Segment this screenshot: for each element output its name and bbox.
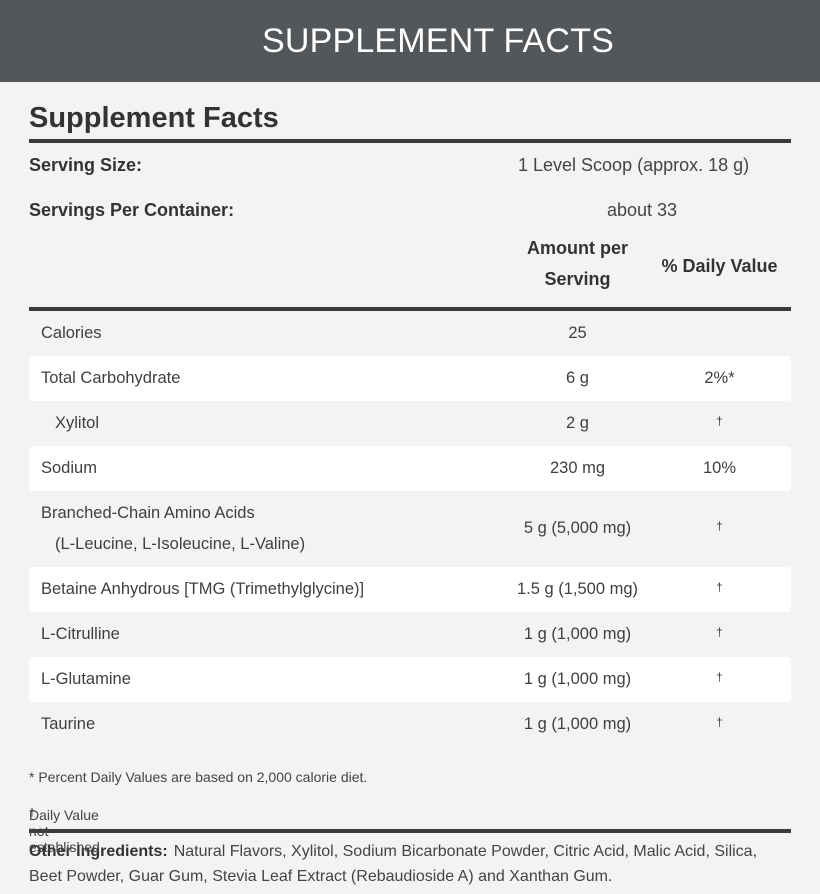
- nutrient-name: Xylitol: [55, 414, 100, 432]
- nutrient-name: Taurine: [41, 715, 96, 733]
- nutrient-dv: †: [716, 625, 723, 639]
- nutrient-name: Total Carbohydrate: [41, 369, 181, 387]
- nutrient-dv: †: [716, 670, 723, 684]
- panel-title: Supplement Facts: [29, 102, 279, 134]
- nutrient-amount: 25: [568, 324, 587, 342]
- table-row: Taurine 1 g (1,000 mg) †: [29, 702, 791, 747]
- nutrient-name: L-Glutamine: [41, 670, 131, 688]
- nutrient-name: Calories: [41, 324, 102, 342]
- nutrient-amount: 1 g (1,000 mg): [523, 625, 632, 643]
- nutrient-amount: 5 g (5,000 mg): [523, 519, 632, 537]
- banner-title: SUPPLEMENT FACTS: [261, 21, 615, 60]
- table-row: Xylitol 2 g †: [29, 401, 791, 446]
- header-banner: SUPPLEMENT FACTS: [0, 0, 820, 82]
- divider-top: [29, 139, 791, 143]
- other-ingredients-text: Natural Flavors, Xylitol, Sodium Bicarbo…: [29, 843, 758, 885]
- table-row: Total Carbohydrate 6 g 2%*: [29, 356, 791, 401]
- footnote-percent-dv: * Percent Daily Values are based on 2,00…: [29, 761, 791, 791]
- table-row: Sodium 230 mg 10%: [29, 446, 791, 491]
- nutrient-dv: †: [716, 519, 723, 533]
- table-row: L-Citrulline 1 g (1,000 mg) †: [29, 612, 791, 657]
- amount-header-line1: Amount per: [527, 238, 628, 258]
- servings-per-container-row: Servings Per Container: about 33: [29, 188, 791, 233]
- serving-size-value: 1 Level Scoop (approx. 18 g): [518, 155, 750, 175]
- nutrient-dv: †: [716, 715, 723, 729]
- nutrient-dv: †: [716, 414, 723, 428]
- divider-header: [29, 307, 791, 311]
- other-ingredients-label: Other Ingredients:: [29, 843, 168, 860]
- nutrient-name: Branched-Chain Amino Acids: [41, 504, 255, 522]
- amount-header-line2: Serving: [544, 269, 611, 289]
- nutrient-amount: 1 g (1,000 mg): [523, 715, 632, 733]
- nutrient-amount: 1.5 g (1,500 mg): [516, 580, 639, 598]
- other-ingredients: Other Ingredients: Natural Flavors, Xylit…: [29, 839, 791, 889]
- footnote-dagger: † Daily Value not established.: [29, 791, 791, 855]
- nutrient-amount: 6 g: [566, 369, 589, 387]
- table-row: Calories 25: [29, 311, 791, 356]
- nutrient-dv: 2%*: [704, 369, 735, 387]
- nutrient-name: L-Citrulline: [41, 625, 120, 643]
- amount-per-serving-header: Amount per Serving: [505, 233, 650, 295]
- footnote-dagger-text: Daily Value not established.: [29, 807, 104, 855]
- table-row: Branched-Chain Amino Acids (L-Leucine, L…: [29, 491, 791, 567]
- nutrient-amount: 230 mg: [549, 459, 606, 477]
- serving-size-row: Serving Size: 1 Level Scoop (approx. 18 …: [29, 143, 791, 188]
- nutrient-amount: 2 g: [566, 414, 589, 432]
- supplement-facts-panel: Supplement Facts Serving Size: 1 Level S…: [29, 82, 791, 889]
- nutrient-amount: 1 g (1,000 mg): [523, 670, 632, 688]
- nutrient-subtext: (L-Leucine, L-Isoleucine, L-Valine): [55, 535, 306, 553]
- serving-size-label: Serving Size:: [29, 155, 143, 175]
- servings-per-container-value: about 33: [607, 200, 678, 220]
- nutrient-name: Sodium: [41, 459, 97, 477]
- divider-bottom: [29, 829, 791, 833]
- nutrient-name: Betaine Anhydrous [TMG (Trimethylglycine…: [41, 580, 365, 598]
- footnote-percent-dv-text: * Percent Daily Values are based on 2,00…: [29, 769, 368, 785]
- daily-value-header: % Daily Value: [661, 256, 778, 276]
- column-headers: Amount per Serving % Daily Value: [29, 233, 791, 307]
- nutrient-dv: †: [716, 580, 723, 594]
- nutrient-dv: 10%: [702, 459, 737, 477]
- table-row: L-Glutamine 1 g (1,000 mg) †: [29, 657, 791, 702]
- table-row: Betaine Anhydrous [TMG (Trimethylglycine…: [29, 567, 791, 612]
- servings-per-container-label: Servings Per Container:: [29, 200, 235, 220]
- dagger-symbol: †: [29, 807, 36, 819]
